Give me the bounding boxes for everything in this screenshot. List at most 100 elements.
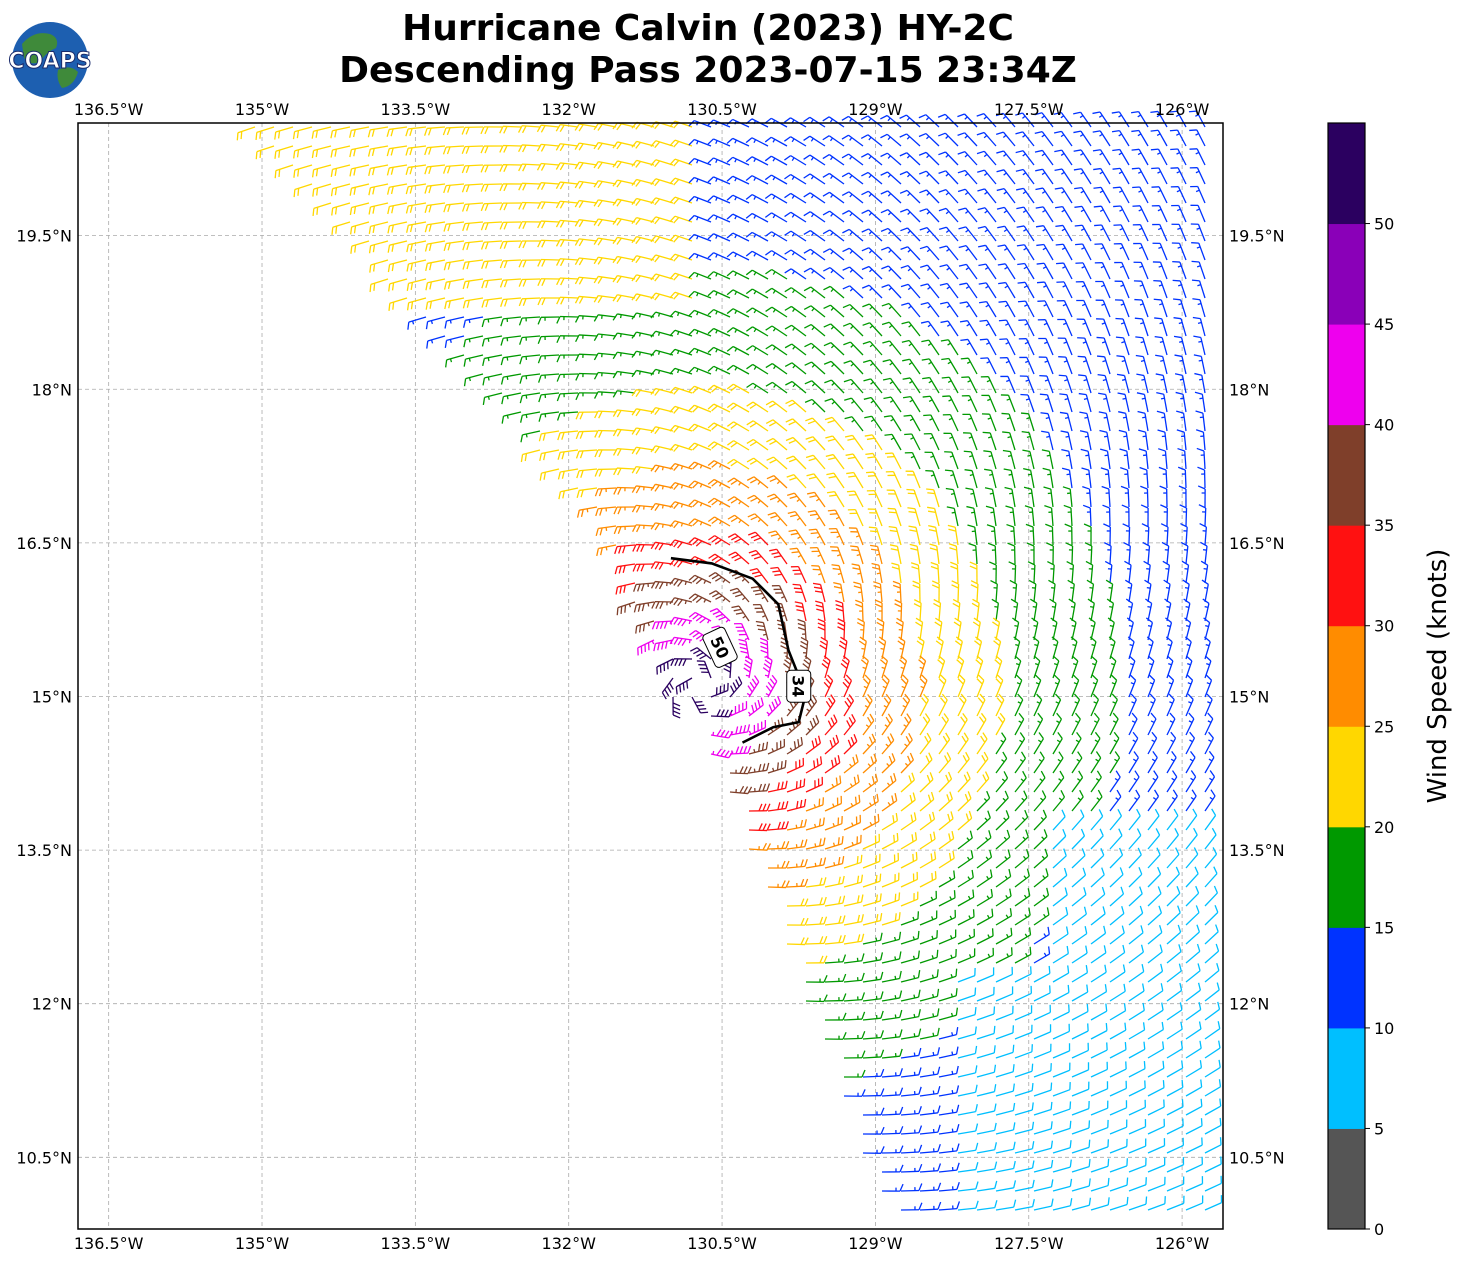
wind-barb bbox=[953, 617, 962, 641]
wind-barb bbox=[1166, 1195, 1185, 1211]
wind-barb bbox=[463, 354, 484, 367]
wind-barb bbox=[1100, 467, 1111, 489]
wind-barb bbox=[912, 580, 921, 603]
wind-barb bbox=[1140, 485, 1149, 508]
wind-barb bbox=[1074, 224, 1092, 242]
wind-barb bbox=[556, 277, 579, 286]
wind-barb bbox=[881, 753, 896, 774]
wind-barb bbox=[967, 524, 978, 546]
wind-barb bbox=[938, 988, 958, 1002]
wind-barb bbox=[863, 378, 883, 394]
wind-barb bbox=[729, 676, 743, 698]
wind-barb bbox=[957, 909, 975, 926]
wind-barb bbox=[786, 819, 807, 831]
wind-barb bbox=[878, 636, 887, 660]
wind-barb bbox=[1128, 1157, 1147, 1173]
wind-barb bbox=[1109, 1061, 1127, 1078]
wind-barb bbox=[881, 1029, 903, 1040]
wind-barb bbox=[1036, 262, 1054, 280]
wind-barb bbox=[669, 405, 693, 414]
wind-barb bbox=[995, 1199, 1017, 1211]
wind-barb bbox=[961, 395, 978, 413]
wind-barb bbox=[555, 258, 579, 267]
wind-barb bbox=[1109, 886, 1125, 907]
wind-barb bbox=[368, 164, 389, 177]
wind-barb bbox=[940, 301, 959, 318]
wind-barb bbox=[669, 120, 693, 129]
wind-barb bbox=[1052, 1043, 1071, 1059]
wind-barb bbox=[1134, 298, 1149, 318]
wind-barb bbox=[976, 830, 992, 850]
wind-barb bbox=[805, 817, 825, 831]
wind-barb bbox=[1038, 337, 1054, 356]
wind-barb bbox=[1004, 486, 1016, 508]
wind-barb bbox=[822, 229, 845, 242]
wind-barb bbox=[752, 603, 769, 622]
wind-barb bbox=[726, 308, 750, 318]
wind-barb bbox=[785, 399, 807, 413]
wind-barb bbox=[919, 245, 940, 261]
wind-barb bbox=[650, 406, 674, 416]
wind-barb bbox=[555, 219, 579, 228]
wind-barb bbox=[1185, 943, 1201, 964]
wind-barb bbox=[1165, 636, 1173, 660]
wind-barb bbox=[424, 126, 446, 136]
wind-barb bbox=[1200, 541, 1208, 565]
wind-barb bbox=[1122, 523, 1131, 546]
map-frame bbox=[77, 122, 1224, 1230]
wind-barb bbox=[826, 472, 845, 489]
wind-barb bbox=[1109, 712, 1119, 736]
wind-barb bbox=[650, 349, 674, 357]
wind-barb bbox=[784, 362, 807, 375]
wind-barb bbox=[1197, 466, 1206, 489]
wind-barb bbox=[919, 208, 940, 223]
colorbar-segment bbox=[1328, 1128, 1365, 1230]
wind-barb bbox=[1166, 905, 1181, 926]
wind-barb bbox=[947, 524, 959, 546]
wind-barb bbox=[881, 693, 892, 717]
wind-barb bbox=[938, 1143, 960, 1154]
wind-barb bbox=[919, 910, 938, 926]
wind-barb bbox=[1109, 655, 1117, 679]
wind-barb bbox=[995, 908, 1013, 926]
wind-barb bbox=[1154, 335, 1168, 356]
wind-barb bbox=[425, 278, 446, 291]
wind-barb bbox=[1109, 1119, 1128, 1135]
wind-barb bbox=[1075, 262, 1092, 280]
wind-barb bbox=[1155, 354, 1168, 375]
wind-barb bbox=[696, 660, 712, 679]
wind-barb bbox=[1128, 886, 1143, 907]
wind-barb bbox=[369, 259, 389, 273]
colorbar-segment bbox=[1328, 826, 1365, 928]
wind-barb bbox=[922, 395, 940, 413]
wind-barb bbox=[688, 461, 712, 470]
wind-barb bbox=[919, 1047, 941, 1059]
wind-barb bbox=[1204, 982, 1220, 1002]
wind-barb bbox=[997, 225, 1016, 242]
wind-barb bbox=[1204, 943, 1220, 964]
wind-barb bbox=[330, 164, 351, 177]
wind-barb bbox=[765, 400, 788, 413]
wind-barb bbox=[1058, 356, 1073, 375]
wind-barb bbox=[1166, 674, 1175, 698]
wind-barb bbox=[1071, 984, 1089, 1002]
wind-barb bbox=[1192, 316, 1206, 337]
wind-barb bbox=[803, 229, 826, 242]
wind-barb bbox=[1113, 243, 1130, 261]
wind-barb bbox=[1166, 1021, 1183, 1040]
wind-barb bbox=[595, 525, 617, 537]
wind-barb bbox=[407, 316, 427, 330]
wind-barb bbox=[842, 210, 864, 223]
wind-barb bbox=[1185, 731, 1196, 755]
wind-barb bbox=[792, 583, 807, 603]
wind-barb bbox=[874, 599, 883, 622]
wind-barb bbox=[900, 792, 916, 812]
wind-barb bbox=[349, 126, 370, 138]
wind-barb bbox=[650, 273, 674, 282]
wind-barb bbox=[1109, 1196, 1129, 1211]
wind-barb bbox=[1052, 712, 1063, 736]
wind-barb bbox=[784, 268, 807, 280]
wind-barb bbox=[538, 411, 560, 422]
wind-barb bbox=[1173, 298, 1187, 318]
wind-barb bbox=[995, 732, 1007, 755]
